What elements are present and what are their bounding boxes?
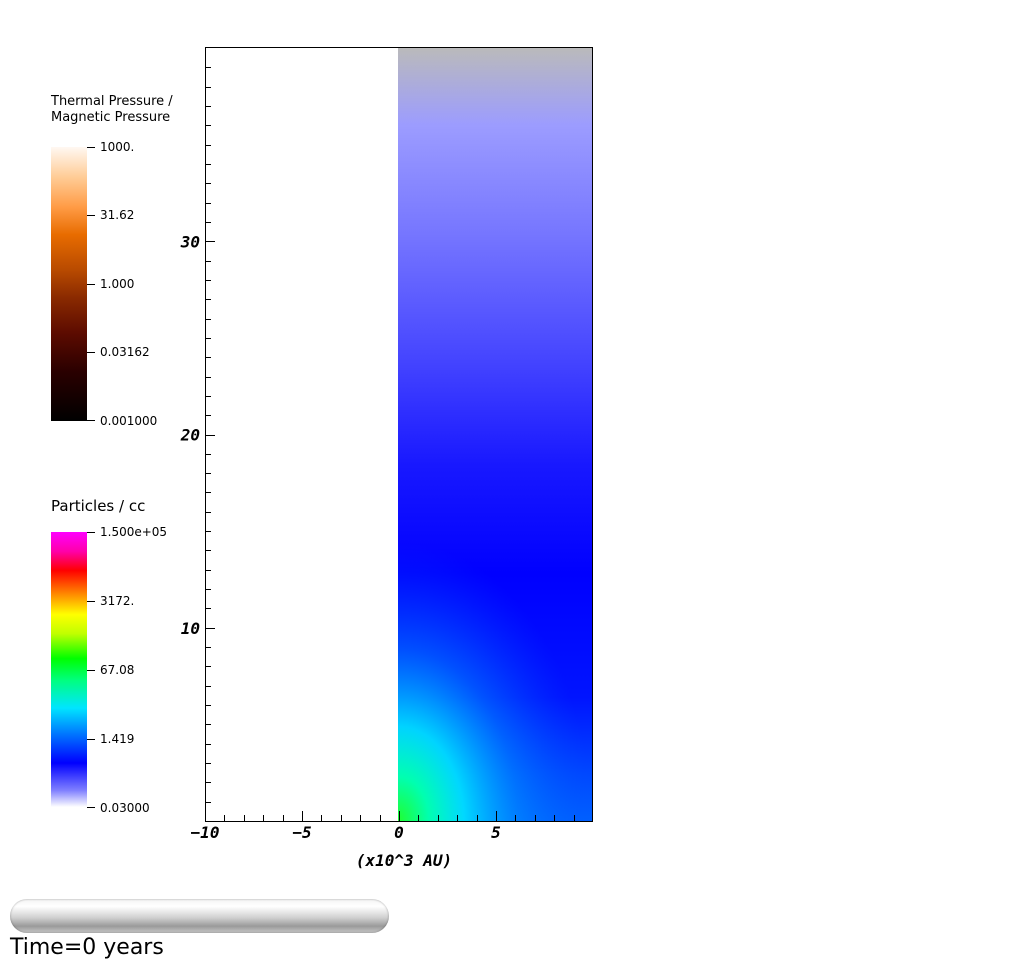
colorbar-thermal-label: 31.62: [100, 208, 135, 222]
x-axis-title: (x10^3 AU): [356, 851, 452, 870]
colorbar-density-label: 1.500e+05: [100, 525, 168, 539]
x-tick-label: −10: [191, 823, 220, 842]
colorbar-density-title: Particles / cc: [51, 497, 146, 515]
plot-frame: [205, 47, 593, 822]
y-tick-label: 30: [180, 232, 200, 251]
y-axis-ticks: [205, 67, 215, 803]
density-field-core: [398, 48, 592, 821]
colorbar-thermal-tick: [87, 284, 95, 285]
y-axis-tick-labels: 10 20 30: [180, 232, 200, 638]
colorbar-density-gradient: [51, 532, 87, 807]
colorbar-thermal-tick: [87, 147, 95, 148]
y-tick-label: 10: [181, 619, 200, 638]
colorbar-thermal-label: 0.001000: [100, 414, 158, 428]
colorbar-thermal-label: 1.000: [100, 277, 135, 291]
colorbar-density-label: 67.08: [100, 663, 135, 677]
colorbar-density-label: 0.03000: [100, 801, 150, 815]
colorbar-thermal-gradient: [51, 147, 87, 421]
x-axis-tick-labels: −10 −5 0 5: [191, 823, 501, 842]
colorbar-density-label: 3172.: [100, 594, 135, 608]
density-field: [398, 48, 592, 821]
colorbar-density-tick: [87, 670, 95, 671]
time-progress-bar: [10, 899, 389, 933]
time-label: Time=0 years: [10, 935, 164, 960]
x-tick-label: 0: [394, 823, 404, 842]
colorbar-thermal-title: Thermal Pressure / Magnetic Pressure: [51, 94, 173, 125]
x-tick-label: −5: [292, 823, 311, 842]
colorbar-thermal-tick: [87, 352, 95, 353]
colorbar-thermal-label: 1000.: [100, 140, 135, 154]
colorbar-density-tick: [87, 807, 95, 808]
colorbar-thermal-tick: [87, 420, 95, 421]
colorbar-density-tick: [87, 601, 95, 602]
colorbar-thermal-label: 0.03162: [100, 345, 150, 359]
colorbar-density-tick: [87, 532, 95, 533]
colorbar-thermal-tick: [87, 215, 95, 216]
y-tick-label: 20: [180, 426, 200, 445]
colorbar-density-label: 1.419: [100, 732, 135, 746]
x-tick-label: 5: [491, 823, 501, 842]
colorbar-density-tick: [87, 739, 95, 740]
x-axis-ticks: [205, 811, 575, 821]
